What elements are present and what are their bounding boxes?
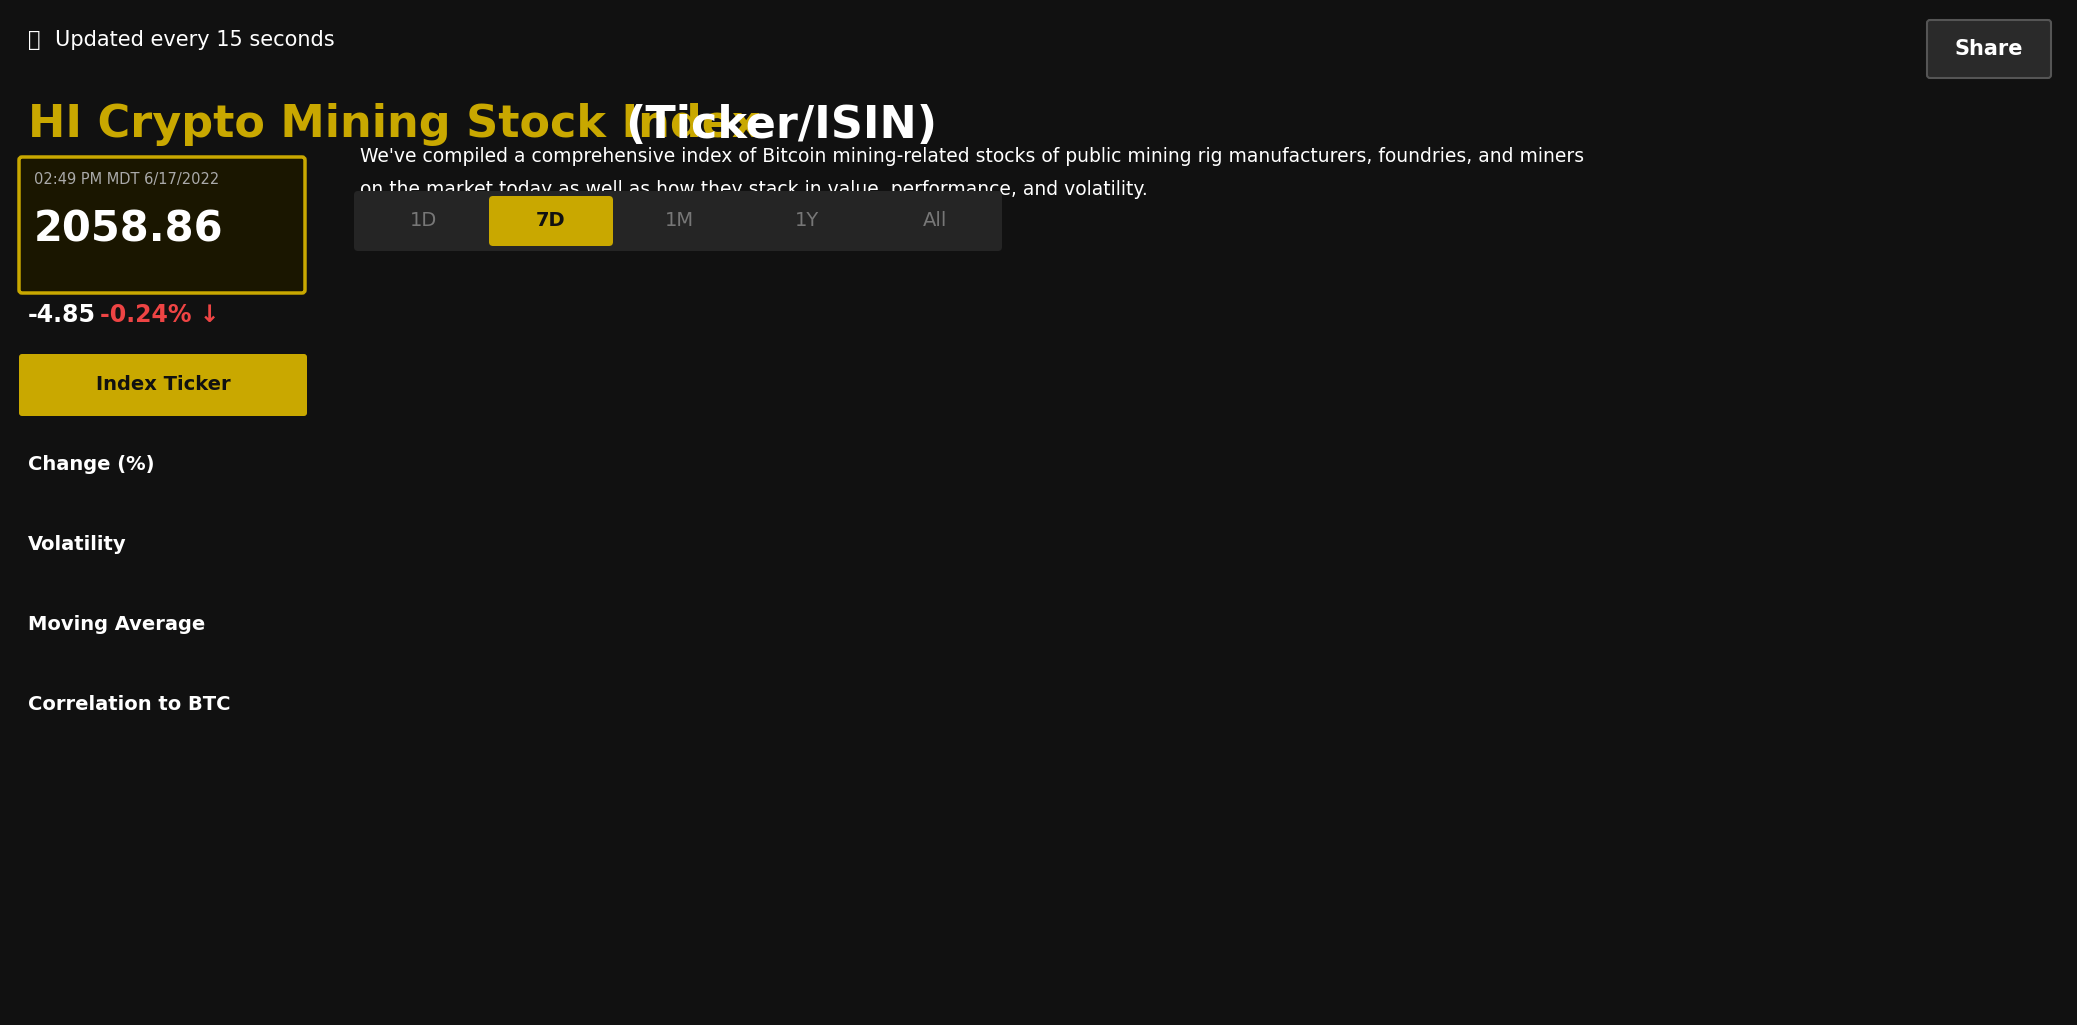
Text: 1D: 1D <box>409 211 436 231</box>
Text: 2058.86: 2058.86 <box>33 208 224 250</box>
Text: 02:49 PM MDT 6/17/2022: 02:49 PM MDT 6/17/2022 <box>33 172 220 187</box>
Text: We've compiled a comprehensive index of Bitcoin mining-related stocks of public : We've compiled a comprehensive index of … <box>359 147 1585 166</box>
FancyBboxPatch shape <box>353 191 1001 251</box>
Text: All: All <box>922 211 947 231</box>
FancyBboxPatch shape <box>19 157 305 293</box>
Text: 1M: 1M <box>665 211 694 231</box>
FancyBboxPatch shape <box>1927 20 2050 78</box>
Text: Moving Average: Moving Average <box>27 615 206 634</box>
Text: Index Ticker: Index Ticker <box>96 375 231 395</box>
Text: Correlation to BTC: Correlation to BTC <box>27 696 231 714</box>
Text: 1Y: 1Y <box>795 211 818 231</box>
Text: on the market today as well as how they stack in value, performance, and volatil: on the market today as well as how they … <box>359 180 1149 199</box>
FancyBboxPatch shape <box>19 354 307 416</box>
Text: HI Crypto Mining Stock Index: HI Crypto Mining Stock Index <box>27 104 777 147</box>
Text: Share: Share <box>1954 39 2023 59</box>
Text: Volatility: Volatility <box>27 535 127 555</box>
Text: Change (%): Change (%) <box>27 455 154 475</box>
Text: (Ticker/ISIN): (Ticker/ISIN) <box>625 104 937 147</box>
Text: -4.85: -4.85 <box>27 303 96 327</box>
Text: -0.24% ↓: -0.24% ↓ <box>100 303 220 327</box>
Text: 7D: 7D <box>536 211 565 231</box>
Text: ⏱: ⏱ <box>27 30 39 50</box>
Text: Updated every 15 seconds: Updated every 15 seconds <box>54 30 334 50</box>
FancyBboxPatch shape <box>488 196 613 246</box>
